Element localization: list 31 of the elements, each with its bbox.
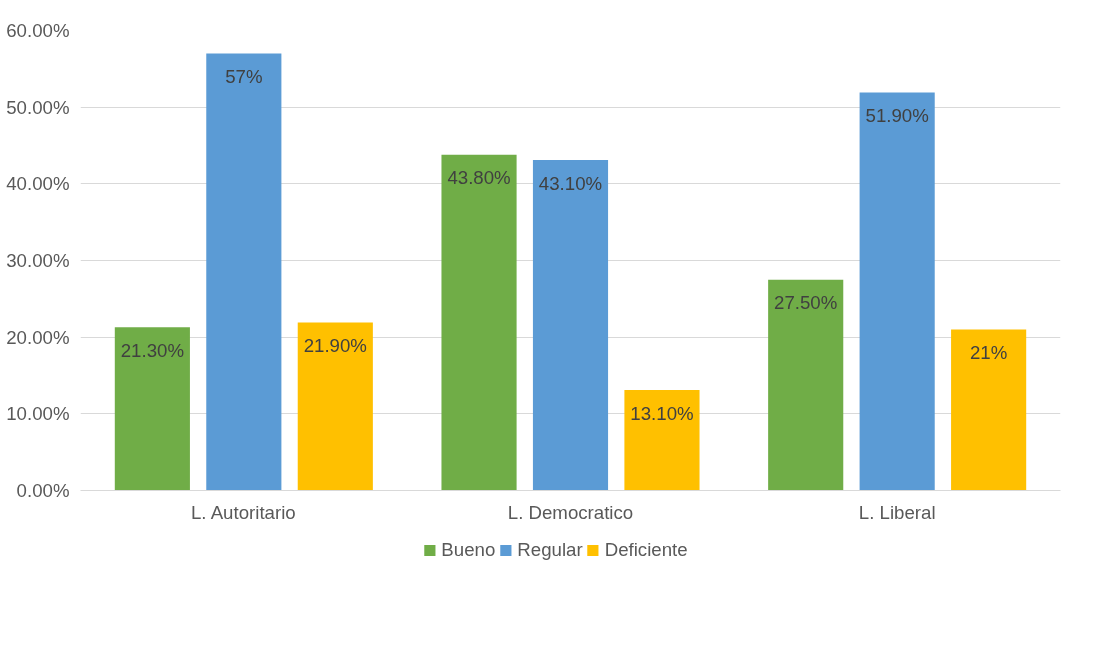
y-tick-label: 20.00% [6, 326, 70, 348]
data-label: 21% [969, 342, 1008, 363]
legend-label: Deficiente [604, 539, 688, 561]
legend-label: Regular [517, 539, 583, 561]
data-label: 27.50% [774, 292, 838, 314]
data-label: 43.10% [538, 172, 603, 194]
y-tick-label: 0.00% [16, 480, 70, 501]
data-label: 51.90% [865, 105, 929, 127]
bar [532, 160, 609, 491]
data-label: 21.90% [303, 335, 367, 357]
legend-label: Bueno [441, 539, 496, 561]
y-tick-label: 60.00% [6, 20, 70, 41]
data-label: 21.30% [120, 339, 185, 361]
x-tick-label: L. Autoritario [190, 501, 296, 523]
y-tick-label: 10.00% [6, 403, 70, 425]
bar [297, 322, 373, 491]
bar [768, 279, 844, 491]
bar [624, 390, 700, 491]
bar [206, 53, 282, 491]
data-label: 13.10% [630, 402, 694, 424]
x-tick-label: L. Liberal [858, 501, 936, 523]
y-tick-label: 50.00% [6, 96, 70, 118]
y-tick-label: 30.00% [6, 250, 70, 271]
data-label: 43.80% [447, 167, 511, 189]
data-label: 57% [225, 66, 263, 87]
bar [114, 327, 190, 491]
bar [951, 329, 1027, 491]
bar [859, 92, 935, 491]
y-tick-label: 40.00% [6, 173, 70, 195]
bar [441, 154, 517, 491]
x-tick-label: L. Democratico [507, 501, 634, 523]
